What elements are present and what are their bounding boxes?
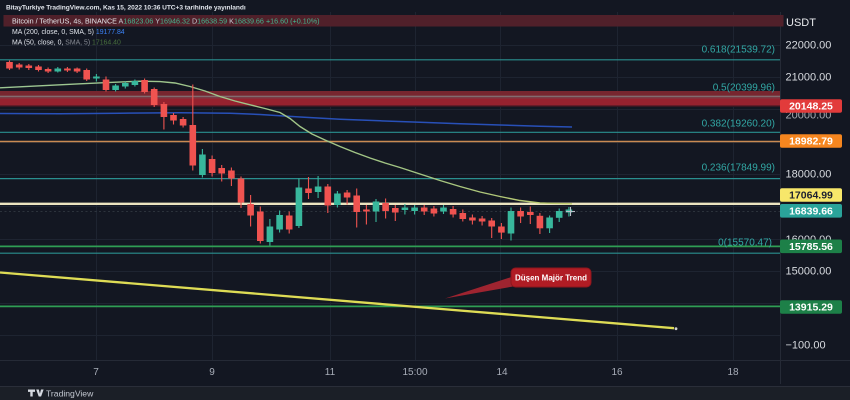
svg-text:14: 14	[496, 367, 508, 378]
svg-text:20148.25: 20148.25	[789, 101, 833, 113]
svg-text:22000.00: 22000.00	[786, 40, 832, 52]
svg-text:0.236(17849.99): 0.236(17849.99)	[702, 163, 775, 174]
svg-text:16: 16	[611, 367, 623, 378]
svg-text:18982.79: 18982.79	[789, 136, 833, 148]
svg-text:Bitcoin / TetherUS, 4s, BINANC: Bitcoin / TetherUS, 4s, BINANCE A16823.0…	[12, 17, 319, 26]
svg-text:15785.56: 15785.56	[789, 241, 833, 253]
svg-text:0.618(21539.72): 0.618(21539.72)	[702, 45, 775, 56]
svg-text:BitayTurkiye TradingView.com,: BitayTurkiye TradingView.com, Kas 15, 20…	[6, 5, 246, 12]
svg-text:13915.29: 13915.29	[789, 302, 833, 314]
svg-text:0(15570.47): 0(15570.47)	[718, 238, 772, 249]
svg-text:−100.00: −100.00	[786, 339, 826, 351]
svg-text:Düşen Majör Trend: Düşen Majör Trend	[515, 274, 587, 283]
svg-text:15:00: 15:00	[402, 367, 427, 378]
svg-text:18: 18	[727, 367, 739, 378]
svg-text:0.382(19260.20): 0.382(19260.20)	[702, 119, 775, 130]
svg-text:MA (50, close, 0, SMA, 5) 1716: MA (50, close, 0, SMA, 5) 17164.40	[12, 40, 121, 47]
svg-text:11: 11	[325, 367, 336, 378]
svg-text:MA (200, close, 0, SMA, 5) 191: MA (200, close, 0, SMA, 5) 19177.84	[12, 29, 125, 36]
svg-text:15000.00: 15000.00	[786, 266, 832, 278]
svg-text:21000.00: 21000.00	[786, 72, 832, 84]
svg-text:9: 9	[209, 367, 215, 378]
svg-text:TradingView: TradingView	[46, 389, 94, 399]
svg-text:7: 7	[93, 367, 99, 378]
svg-text:0.5(20399.96): 0.5(20399.96)	[713, 83, 775, 94]
svg-text:18000.00: 18000.00	[786, 169, 832, 181]
svg-text:16839.66: 16839.66	[789, 205, 833, 217]
svg-text:USDT: USDT	[786, 17, 816, 29]
svg-text:17064.99: 17064.99	[789, 190, 833, 202]
